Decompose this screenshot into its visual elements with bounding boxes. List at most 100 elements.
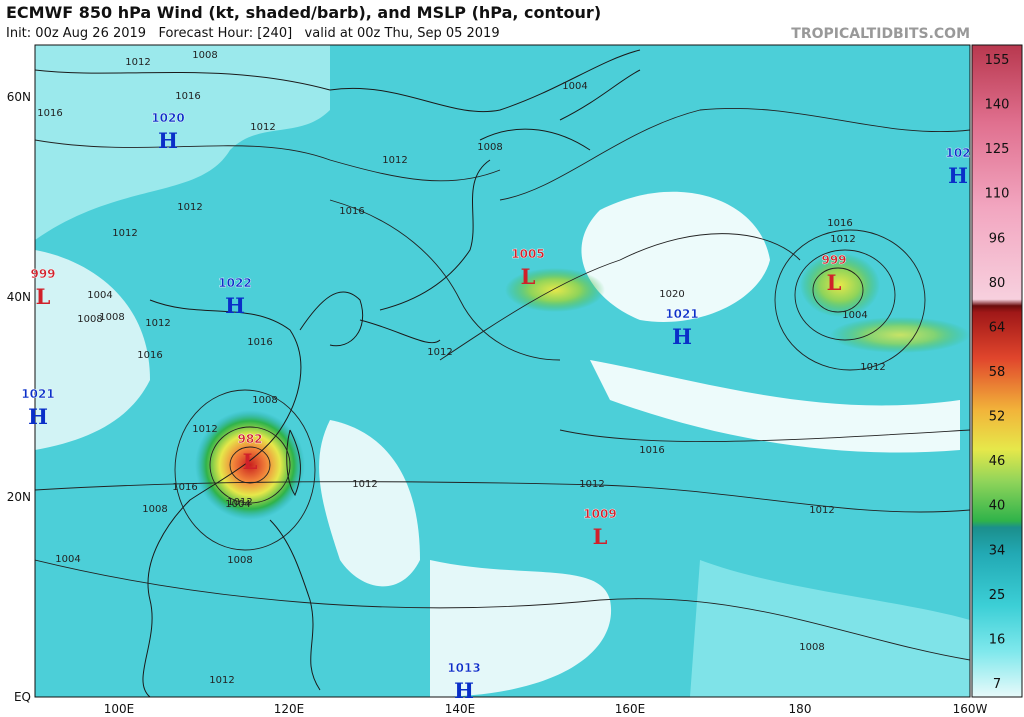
contour-label: 1012: [125, 57, 150, 68]
pressure-symbol: H: [454, 678, 474, 703]
pressure-value: 1013: [447, 661, 480, 675]
pressure-value: 999: [30, 267, 55, 281]
colorbar-tick-label: 40: [989, 499, 1006, 514]
pressure-symbol: L: [521, 264, 536, 289]
pressure-value: 1005: [511, 247, 544, 261]
pressure-symbol: H: [28, 404, 48, 429]
contour-label: 1004: [225, 499, 250, 510]
pressure-value: 999: [821, 253, 846, 267]
lon-label: 160W: [953, 702, 988, 716]
colorbar-tick-label: 34: [989, 543, 1006, 558]
calm-area: [430, 560, 612, 697]
colorbar: [971, 44, 1023, 698]
lon-label: 140E: [445, 702, 476, 716]
calm-area: [581, 191, 770, 322]
contour-label: 1020: [659, 289, 684, 300]
contour-label: 1012: [250, 122, 275, 133]
pressure-value: 982: [237, 432, 262, 446]
colorbar-tick-label: 7: [993, 677, 1001, 692]
map-frame: [34, 44, 971, 698]
lon-label: 100E: [104, 702, 135, 716]
contour-label: 1008: [99, 312, 124, 323]
pressure-symbol: H: [948, 163, 968, 188]
pressure-value: 1022: [218, 276, 251, 290]
calm-area: [319, 420, 420, 587]
contour-label: 1008: [77, 314, 102, 325]
contour-label: 1012: [352, 479, 377, 490]
contour-label: 1008: [477, 142, 502, 153]
watermark: TROPICALTIDBITS.COM: [791, 26, 970, 42]
map-area: [35, 45, 970, 697]
contour-label: 1012: [579, 479, 604, 490]
contour-label: 1012: [382, 155, 407, 166]
contour-label: 1008: [799, 642, 824, 653]
pressure-symbol: L: [827, 270, 842, 295]
contour-label: 1016: [639, 445, 664, 456]
contour-label: 1008: [192, 50, 217, 61]
lon-label: 180: [789, 702, 812, 716]
contour-label: 1008: [252, 395, 277, 406]
coastlines: [35, 49, 641, 697]
lon-label: 160E: [615, 702, 646, 716]
pressure-value: 102: [945, 146, 970, 160]
colorbar-tick-label: 155: [985, 53, 1010, 68]
contour-label: 1016: [247, 337, 272, 348]
colorbar-tick-label: 96: [989, 231, 1006, 246]
subtitle: Init: 00z Aug 26 2019 Forecast Hour: [24…: [6, 26, 500, 41]
contour-label: 1012: [192, 424, 217, 435]
contour-label: 1016: [172, 482, 197, 493]
light-shading: [35, 45, 330, 240]
pressure-symbol: L: [593, 524, 608, 549]
contour-label: 1012: [427, 347, 452, 358]
pressure-symbol: H: [672, 324, 692, 349]
lat-label: 60N: [7, 90, 31, 104]
title: ECMWF 850 hPa Wind (kt, shaded/barb), an…: [6, 3, 601, 22]
colorbar-tick-label: 110: [985, 187, 1010, 202]
contour-label: 1012: [227, 497, 252, 508]
contour-label: 1004: [87, 290, 112, 301]
lat-label: EQ: [14, 690, 31, 704]
wind-maximum: [830, 317, 970, 353]
colorbar-tick-label: 25: [989, 588, 1006, 603]
lat-label: 40N: [7, 290, 31, 304]
pressure-symbol: L: [36, 284, 51, 309]
colorbar-tick-label: 52: [989, 410, 1006, 425]
lat-label: 20N: [7, 490, 31, 504]
pressure-value: 1021: [21, 387, 54, 401]
contour-label: 1004: [842, 310, 867, 321]
colorbar-tick-label: 80: [989, 276, 1006, 291]
pressure-value: 1021: [665, 307, 698, 321]
pressure-symbol: H: [225, 293, 245, 318]
contour-label: 1012: [209, 675, 234, 686]
contour-label: 1004: [55, 554, 80, 565]
pressure-symbol: H: [158, 128, 178, 153]
contour-label: 1012: [177, 202, 202, 213]
colorbar-tick-label: 58: [989, 365, 1006, 380]
contour-label: 1008: [227, 555, 252, 566]
colorbar-tick-label: 125: [985, 142, 1010, 157]
contour-label: 1016: [37, 108, 62, 119]
contour-label: 1016: [175, 91, 200, 102]
colorbar-tick-label: 64: [989, 320, 1006, 335]
calm-area: [35, 250, 150, 450]
contour-label: 1012: [860, 362, 885, 373]
contour-label: 1012: [112, 228, 137, 239]
contour-label: 1012: [809, 505, 834, 516]
wind-maximum: [505, 268, 605, 312]
pressure-value: 1009: [583, 507, 616, 521]
colorbar-tick-label: 46: [989, 454, 1006, 469]
contour-label: 1016: [339, 206, 364, 217]
contour-label: 1016: [827, 218, 852, 229]
pressure-value: 1020: [151, 111, 184, 125]
colorbar-tick-label: 140: [985, 98, 1010, 113]
lon-label: 120E: [274, 702, 305, 716]
light-shading: [690, 560, 970, 697]
contour-label: 1012: [145, 318, 170, 329]
colorbar-tick-label: 16: [989, 632, 1006, 647]
contour-label: 1004: [562, 81, 587, 92]
contour-label: 1012: [830, 234, 855, 245]
contour-label: 1008: [142, 504, 167, 515]
calm-area: [590, 360, 960, 453]
